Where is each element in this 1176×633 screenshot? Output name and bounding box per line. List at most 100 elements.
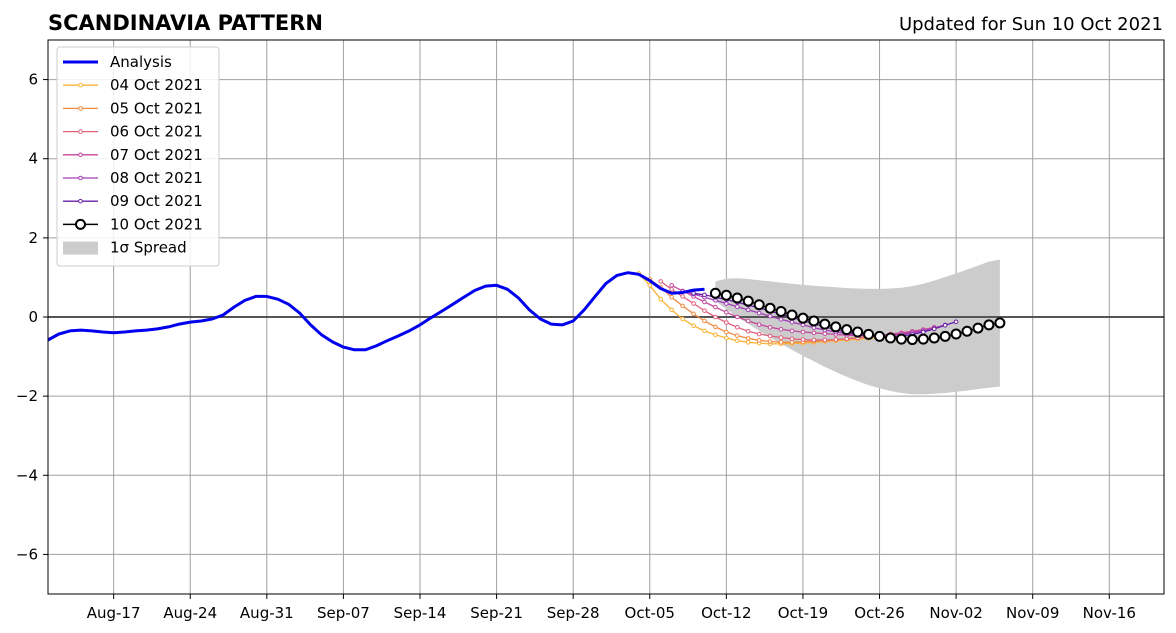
legend-entry: 08 Oct 2021 <box>63 169 203 187</box>
legend-label: 10 Oct 2021 <box>110 215 203 233</box>
x-tick-label: Aug-17 <box>87 604 141 622</box>
x-tick-label: Aug-24 <box>163 604 217 622</box>
forecast-point <box>724 320 729 325</box>
forecast-point <box>669 283 674 288</box>
legend-marker <box>78 82 83 88</box>
legend-label: 08 Oct 2021 <box>110 169 203 187</box>
forecast-point <box>756 331 762 337</box>
y-tick-label: −2 <box>16 387 38 405</box>
x-tick-label: Oct-19 <box>778 604 828 622</box>
forecast-point <box>942 323 948 328</box>
y-tick-label: 2 <box>28 229 38 247</box>
legend-entry: 1σ Spread <box>63 239 187 257</box>
forecast-point <box>778 326 784 332</box>
forecast-point <box>724 301 729 306</box>
forecast-point <box>789 340 795 345</box>
x-tick-label: Sep-28 <box>547 604 600 622</box>
forecast-point <box>811 330 817 336</box>
x-tick-label: Oct-05 <box>625 604 675 622</box>
forecast-point <box>658 279 664 284</box>
forecast-point <box>953 319 959 325</box>
forecast-point <box>680 294 685 299</box>
forecast-point <box>844 336 850 342</box>
forecast-point <box>669 287 674 292</box>
forecast-point <box>702 308 707 313</box>
forecast-point <box>724 335 729 341</box>
current-forecast-point <box>830 321 842 333</box>
forecast-point <box>800 337 806 342</box>
forecast-point <box>724 309 729 315</box>
legend-marker <box>78 129 83 134</box>
legend-label: Analysis <box>110 53 172 71</box>
current-forecast-point <box>797 312 809 324</box>
current-forecast-point <box>961 325 973 337</box>
current-forecast-point <box>950 328 962 340</box>
forecast-point <box>822 337 828 343</box>
forecast-point <box>745 318 751 324</box>
legend-label: 09 Oct 2021 <box>110 192 203 210</box>
forecast-point <box>691 290 696 296</box>
forecast-point <box>702 299 707 305</box>
forecast-point <box>800 329 806 335</box>
forecast-point <box>734 304 740 310</box>
forecast-point <box>745 328 751 334</box>
current-forecast-point <box>863 328 875 340</box>
forecast-point <box>745 340 751 345</box>
y-tick-label: 0 <box>28 308 38 326</box>
current-forecast-point <box>720 289 732 301</box>
y-tick-label: −6 <box>16 545 38 563</box>
current-forecast-point <box>994 317 1006 329</box>
current-forecast-point <box>764 302 776 314</box>
forecast-point <box>789 319 795 325</box>
current-forecast-point <box>841 324 853 336</box>
chart-title: SCANDINAVIA PATTERN <box>48 11 323 35</box>
forecast-point <box>734 314 740 320</box>
forecast-point <box>931 326 937 332</box>
forecast-point <box>691 301 696 306</box>
forecast-point <box>822 331 828 336</box>
forecast-point <box>767 339 773 344</box>
forecast-point <box>680 316 685 322</box>
legend-swatch <box>63 241 98 255</box>
forecast-point <box>713 314 718 320</box>
forecast-point <box>789 336 795 342</box>
forecast-point <box>680 303 685 309</box>
forecast-point <box>778 335 784 340</box>
legend-label: 1σ Spread <box>110 239 187 257</box>
chart-subtitle: Updated for Sun 10 Oct 2021 <box>899 14 1163 35</box>
forecast-point <box>767 313 773 319</box>
current-forecast-point <box>895 333 907 345</box>
legend-entry: 04 Oct 2021 <box>63 76 203 94</box>
legend-entry: 05 Oct 2021 <box>63 99 203 117</box>
forecast-point <box>767 333 773 339</box>
forecast-point <box>789 328 795 334</box>
x-tick-label: Oct-26 <box>854 604 904 622</box>
forecast-point <box>647 283 653 288</box>
forecast-point <box>778 340 784 345</box>
current-forecast-point <box>928 332 940 344</box>
x-tick-label: Sep-21 <box>470 604 523 622</box>
legend-label: 04 Oct 2021 <box>110 76 203 94</box>
forecast-point <box>669 294 674 300</box>
x-tick-label: Nov-16 <box>1083 604 1136 622</box>
forecast-point <box>713 324 718 330</box>
x-tick-label: Oct-12 <box>701 604 751 622</box>
current-forecast-point <box>808 315 820 327</box>
legend-box <box>56 46 220 267</box>
legend-label: 06 Oct 2021 <box>110 123 203 141</box>
forecast-point <box>767 324 773 330</box>
current-forecast-point <box>753 299 765 311</box>
y-tick-label: 6 <box>28 71 38 89</box>
forecast-point <box>833 337 839 342</box>
forecast-point <box>713 304 718 310</box>
forecast-point <box>713 332 718 338</box>
current-forecast-point <box>852 326 864 338</box>
x-tick-label: Nov-09 <box>1006 604 1059 622</box>
x-tick-label: Sep-14 <box>394 604 447 622</box>
legend-marker <box>78 198 83 204</box>
legend-entry: Analysis <box>63 53 172 71</box>
current-forecast-point <box>775 305 787 317</box>
current-forecast-point <box>709 287 721 299</box>
legend-entry: 06 Oct 2021 <box>63 123 203 141</box>
